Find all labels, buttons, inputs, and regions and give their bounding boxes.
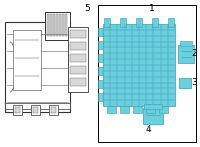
Bar	[70, 42, 86, 50]
Bar	[104, 18, 110, 27]
Bar	[98, 28, 103, 36]
Bar	[98, 5, 196, 142]
Bar	[168, 18, 174, 27]
Bar	[144, 104, 162, 109]
Bar	[103, 24, 175, 106]
Bar	[159, 106, 168, 113]
Bar	[98, 67, 103, 75]
Bar	[68, 27, 88, 92]
Bar	[179, 78, 191, 88]
Bar	[98, 80, 103, 88]
Bar	[13, 105, 22, 115]
Bar	[152, 18, 158, 27]
Bar	[107, 106, 116, 113]
Bar	[70, 66, 86, 74]
Bar	[50, 14, 52, 36]
Bar	[70, 78, 86, 86]
Bar	[15, 107, 20, 113]
Text: 3: 3	[191, 77, 197, 86]
Bar	[49, 105, 58, 115]
Bar	[59, 14, 61, 36]
Bar	[65, 14, 67, 36]
Bar	[70, 54, 86, 62]
Bar	[143, 108, 163, 124]
Bar	[33, 107, 38, 113]
Bar	[56, 14, 58, 36]
Text: 5: 5	[84, 4, 90, 12]
Bar	[120, 106, 129, 113]
Bar	[98, 93, 103, 101]
Bar	[45, 12, 70, 40]
Bar	[98, 54, 103, 62]
Bar	[31, 105, 40, 115]
Bar	[70, 30, 86, 38]
Bar	[136, 18, 142, 27]
Bar	[51, 107, 56, 113]
Bar	[5, 103, 70, 109]
Bar	[47, 14, 49, 36]
Text: 2: 2	[191, 49, 197, 57]
Bar	[178, 45, 194, 63]
Bar	[5, 22, 70, 112]
Bar	[62, 14, 64, 36]
Bar	[180, 41, 192, 46]
Bar	[120, 18, 126, 27]
Bar	[98, 41, 103, 49]
Bar	[146, 106, 155, 113]
Text: 4: 4	[145, 125, 151, 133]
Text: 1: 1	[149, 4, 155, 12]
Bar	[133, 106, 142, 113]
Bar	[53, 14, 55, 36]
Bar	[13, 30, 41, 90]
